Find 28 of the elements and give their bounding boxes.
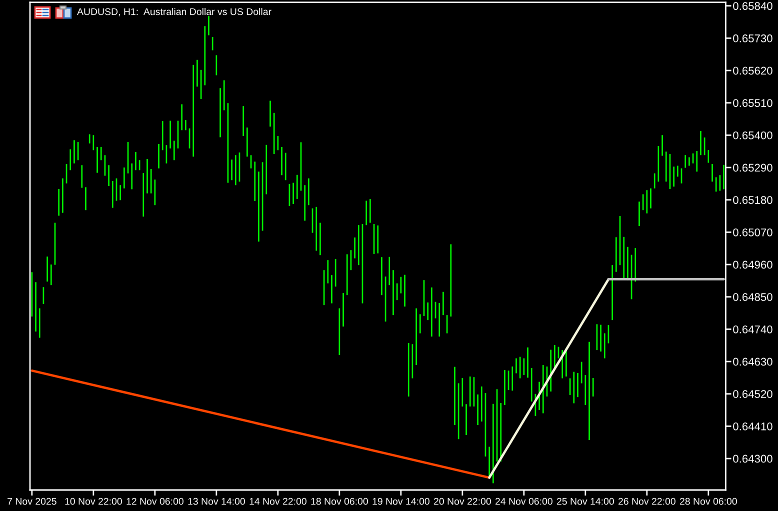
y-tick-label: 0.64300 [733, 454, 772, 463]
y-tick-label: 0.65840 [733, 2, 772, 10]
y-tick-label: 0.64850 [733, 293, 772, 301]
x-tick-label: 28 Nov 06:00 [680, 498, 737, 505]
y-tick-label: 0.65400 [733, 131, 772, 140]
y-tick-label: 0.65290 [733, 164, 772, 172]
y-tick-label: 0.65620 [733, 66, 772, 75]
y-tick-label: 0.64960 [733, 260, 772, 269]
y-tick-label: 0.64740 [733, 325, 772, 334]
x-tick-label: 12 Nov 06:00 [126, 498, 184, 505]
y-tick-label: 0.65510 [733, 99, 772, 107]
x-tick-label: 7 Nov 2025 [8, 498, 56, 505]
x-tick-label: 14 Nov 22:00 [250, 498, 306, 505]
y-tick-label: 0.65070 [733, 228, 772, 236]
text: AUDUSD, H1: Australian Dollar vs US Dollar [77, 8, 272, 16]
x-tick-label: 19 Nov 14:00 [372, 498, 430, 505]
x-tick-label: 25 Nov 14:00 [556, 498, 614, 505]
x-tick-label: 10 Nov 22:00 [65, 498, 122, 505]
y-tick-label: 0.64410 [733, 422, 772, 430]
x-tick-label: 26 Nov 22:00 [618, 498, 676, 505]
y-tick-label: 0.65180 [733, 196, 772, 204]
y-tick-label: 0.64520 [733, 390, 772, 398]
x-tick-label: 13 Nov 14:00 [188, 498, 245, 505]
x-tick-label: 18 Nov 06:00 [311, 498, 368, 505]
x-tick-label: 24 Nov 06:00 [495, 498, 552, 505]
x-tick-label: 20 Nov 22:00 [434, 498, 491, 505]
y-tick-label: 0.65730 [733, 34, 772, 42]
y-tick-label: 0.64630 [733, 358, 772, 366]
